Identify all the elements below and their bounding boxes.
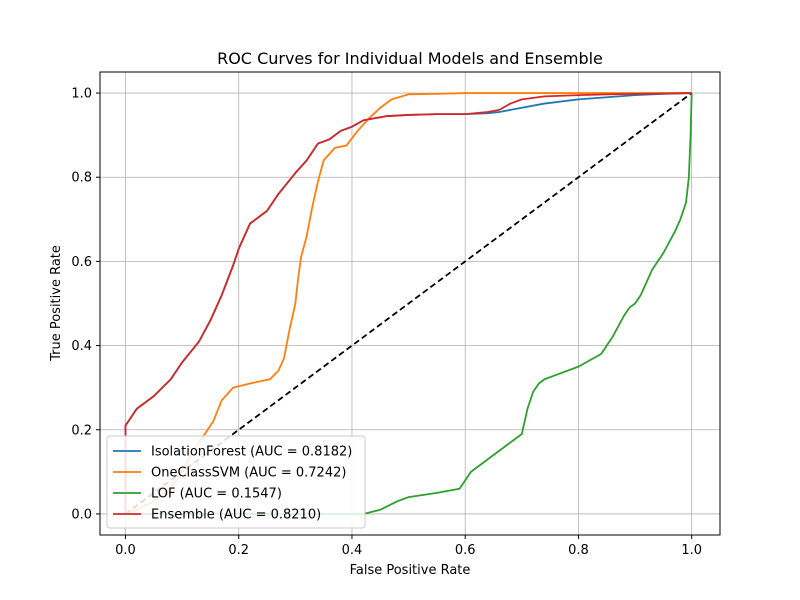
legend-label-1: OneClassSVM (AUC = 0.7242) <box>151 466 346 481</box>
x-tick-label-5: 1.0 <box>681 543 702 558</box>
series-line-2 <box>125 93 693 515</box>
x-tick-label-3: 0.6 <box>455 543 476 558</box>
y-tick-label-2: 0.4 <box>71 339 92 354</box>
axes-frame <box>99 71 721 536</box>
legend-label-3: Ensemble (AUC = 0.8210) <box>151 508 321 523</box>
y-axis-label: True Positive Rate <box>49 245 64 362</box>
legend-label-2: LOF (AUC = 0.1547) <box>151 487 282 502</box>
x-tick-label-4: 0.8 <box>568 543 589 558</box>
y-tick-label-0: 0.0 <box>71 507 92 522</box>
y-tick-label-4: 0.8 <box>71 171 92 186</box>
plot-area: 0.0 0.2 0.4 0.6 0.8 1.0 0.0 0.2 0.4 0.6 0.8 1.0 Isol… <box>71 71 721 558</box>
x-tick-label-0: 0.0 <box>115 543 136 558</box>
legend: IsolationForest (AUC = 0.8182) OneClassSV… <box>106 435 366 529</box>
x-axis-label: False Positive Rate <box>350 563 471 578</box>
x-tick-label-1: 0.2 <box>228 543 249 558</box>
legend-box <box>106 435 366 529</box>
y-tick-label-1: 0.2 <box>71 423 92 438</box>
series-line-3 <box>124 92 692 514</box>
legend-label-0: IsolationForest (AUC = 0.8182) <box>151 445 352 460</box>
y-tick-label-3: 0.6 <box>71 255 92 270</box>
x-tick-label-2: 0.4 <box>342 543 363 558</box>
y-tick-label-5: 1.0 <box>71 87 92 102</box>
chart-title: ROC Curves for Individual Models and Ens… <box>217 49 603 68</box>
